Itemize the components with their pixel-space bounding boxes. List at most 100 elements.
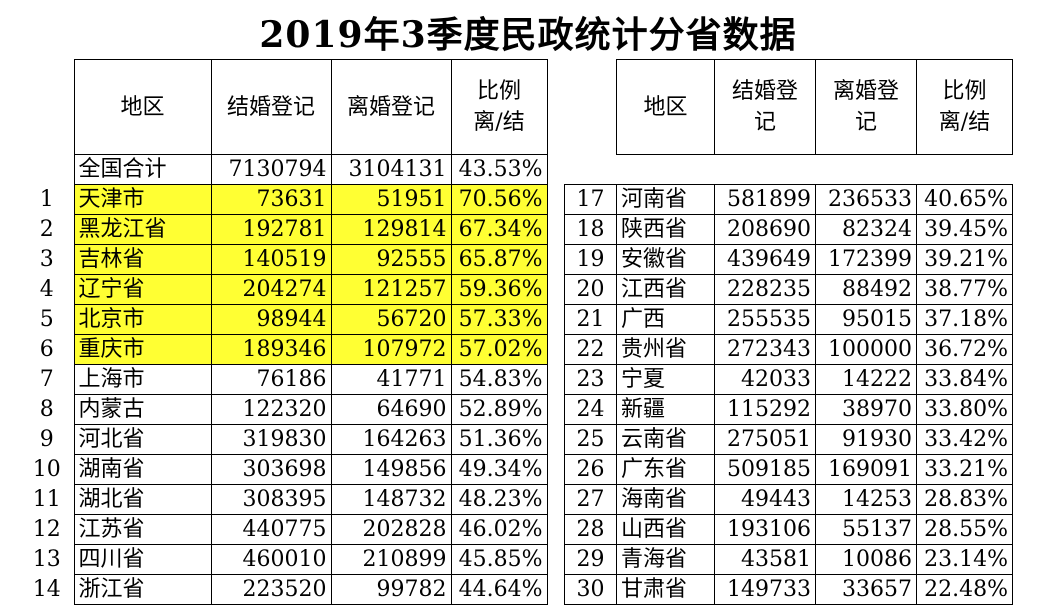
rank-cell: 5 bbox=[39, 307, 54, 332]
ratio-cell: 49.34% bbox=[450, 454, 548, 485]
table-row: 4 辽宁省 204274 121257 59.36% bbox=[20, 274, 548, 305]
region-cell: 云南省 bbox=[616, 424, 715, 455]
ratio-cell: 37.18% bbox=[916, 304, 1013, 335]
table-row: 9 河北省 319830 164263 51.36% bbox=[20, 424, 548, 455]
rank-header-cell bbox=[20, 60, 74, 155]
rank-cell: 29 bbox=[564, 544, 617, 575]
region-cell: 陕西省 bbox=[616, 214, 715, 245]
divorce-cell: 33657 bbox=[815, 574, 917, 605]
table-row: 26 广东省 509185 169091 33.21% bbox=[564, 454, 1013, 485]
rank-cell: 6 bbox=[39, 337, 54, 362]
ratio-cell: 43.53% bbox=[450, 154, 548, 185]
divorce-cell: 3104131 bbox=[330, 154, 452, 185]
divorce-cell: 41771 bbox=[330, 364, 452, 395]
rank-cell: 2 bbox=[39, 217, 54, 242]
table-row: 17 河南省 581899 236533 40.65% bbox=[564, 184, 1013, 215]
rank-cell: 10 bbox=[32, 457, 61, 482]
table-row: 18 陕西省 208690 82324 39.45% bbox=[564, 214, 1013, 245]
ratio-cell: 48.23% bbox=[450, 484, 548, 515]
region-cell: 黑龙江省 bbox=[73, 214, 212, 245]
ratio-cell: 57.02% bbox=[450, 334, 548, 365]
region-cell: 河南省 bbox=[616, 184, 715, 215]
table-row: 11 湖北省 308395 148732 48.23% bbox=[20, 484, 548, 515]
region-cell: 青海省 bbox=[616, 544, 715, 575]
divorce-cell: 169091 bbox=[815, 454, 917, 485]
marriage-header: 结婚登记 bbox=[714, 59, 816, 155]
rank-cell: 3 bbox=[39, 247, 54, 272]
ratio-cell: 39.21% bbox=[916, 244, 1013, 275]
marriage-cell: 149733 bbox=[714, 574, 816, 605]
marriage-cell: 223520 bbox=[210, 574, 332, 605]
marriage-cell: 7130794 bbox=[210, 154, 332, 185]
ratio-cell: 28.83% bbox=[916, 484, 1013, 515]
left-data-table: 地区 结婚登记 离婚登记 比例 离/结 全国合计 7130794 3104131 43.53% 1… bbox=[20, 59, 548, 605]
table-row: 30 甘肃省 149733 33657 22.48% bbox=[564, 574, 1013, 605]
region-cell: 宁夏 bbox=[616, 364, 715, 395]
table-row: 22 贵州省 272343 100000 36.72% bbox=[564, 334, 1013, 365]
right-data-table: 地区 结婚登记离婚登记比例 离/结 17 河南省 581899 236533 40.65% 18… bbox=[564, 59, 1013, 605]
marriage-cell: 440775 bbox=[210, 514, 332, 545]
divorce-cell: 172399 bbox=[815, 244, 917, 275]
region-cell: 新疆 bbox=[616, 394, 715, 425]
marriage-cell: 308395 bbox=[210, 484, 332, 515]
rank-cell: 22 bbox=[564, 334, 617, 365]
rank-cell: 17 bbox=[564, 184, 617, 215]
region-cell: 海南省 bbox=[616, 484, 715, 515]
rank-cell: 30 bbox=[564, 574, 617, 605]
table-row: 8 内蒙古 122320 64690 52.89% bbox=[20, 394, 548, 425]
marriage-cell: 581899 bbox=[714, 184, 816, 215]
divorce-cell: 129814 bbox=[330, 214, 452, 245]
ratio-cell: 44.64% bbox=[450, 574, 548, 605]
table-row: 14 浙江省 223520 99782 44.64% bbox=[20, 574, 548, 605]
region-cell: 江苏省 bbox=[73, 514, 212, 545]
region-cell: 安徽省 bbox=[616, 244, 715, 275]
region-cell: 甘肃省 bbox=[616, 574, 715, 605]
rank-cell: 23 bbox=[564, 364, 617, 395]
marriage-cell: 73631 bbox=[210, 184, 332, 215]
marriage-cell: 439649 bbox=[714, 244, 816, 275]
table-row: 21 广西 255535 95015 37.18% bbox=[564, 304, 1013, 335]
divorce-cell: 95015 bbox=[815, 304, 917, 335]
spacer-row bbox=[565, 155, 1013, 185]
ratio-cell: 38.77% bbox=[916, 274, 1013, 305]
region-cell: 湖北省 bbox=[73, 484, 212, 515]
ratio-cell: 51.36% bbox=[450, 424, 548, 455]
rank-cell: 20 bbox=[564, 274, 617, 305]
region-cell: 河北省 bbox=[73, 424, 212, 455]
region-cell: 上海市 bbox=[73, 364, 212, 395]
ratio-cell: 54.83% bbox=[450, 364, 548, 395]
rank-cell: 28 bbox=[564, 514, 617, 545]
rank-cell bbox=[20, 155, 74, 185]
marriage-cell: 460010 bbox=[210, 544, 332, 575]
rank-cell: 8 bbox=[39, 397, 54, 422]
rank-cell: 7 bbox=[39, 367, 54, 392]
divorce-cell: 99782 bbox=[330, 574, 452, 605]
rank-cell: 4 bbox=[39, 277, 54, 302]
ratio-cell: 70.56% bbox=[450, 184, 548, 215]
divorce-cell: 88492 bbox=[815, 274, 917, 305]
table-row: 29 青海省 43581 10086 23.14% bbox=[564, 544, 1013, 575]
divorce-header: 离婚登记 bbox=[815, 59, 917, 155]
marriage-cell: 272343 bbox=[714, 334, 816, 365]
table-row: 20 江西省 228235 88492 38.77% bbox=[564, 274, 1013, 305]
region-cell: 广西 bbox=[616, 304, 715, 335]
rank-cell: 21 bbox=[564, 304, 617, 335]
rank-cell: 11 bbox=[32, 487, 61, 512]
divorce-cell: 91930 bbox=[815, 424, 917, 455]
ratio-cell: 45.85% bbox=[450, 544, 548, 575]
ratio-cell: 59.36% bbox=[450, 274, 548, 305]
divorce-cell: 55137 bbox=[815, 514, 917, 545]
ratio-cell: 33.84% bbox=[916, 364, 1013, 395]
header-row: 地区结婚登记离婚登记比例离/结 bbox=[565, 59, 1013, 155]
marriage-cell: 228235 bbox=[714, 274, 816, 305]
marriage-cell: 193106 bbox=[714, 514, 816, 545]
table-row: 6 重庆市 189346 107972 57.02% bbox=[20, 334, 548, 365]
region-cell: 湖南省 bbox=[73, 454, 212, 485]
marriage-cell: 43581 bbox=[714, 544, 816, 575]
divorce-cell: 64690 bbox=[330, 394, 452, 425]
table-row: 25 云南省 275051 91930 33.42% bbox=[564, 424, 1013, 455]
divorce-cell: 121257 bbox=[330, 274, 452, 305]
ratio-cell: 57.33% bbox=[450, 304, 548, 335]
divorce-cell: 148732 bbox=[330, 484, 452, 515]
divorce-cell: 149856 bbox=[330, 454, 452, 485]
